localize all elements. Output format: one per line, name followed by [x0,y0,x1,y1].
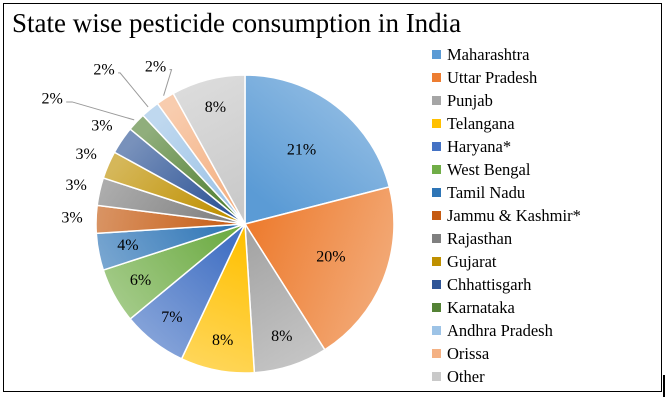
legend-item-rajasthan: Rajasthan [432,227,581,250]
leader-line-orissa [163,69,173,96]
legend-label: Orissa [447,343,490,363]
legend-swatch [432,211,441,220]
legend-label: West Bengal [447,159,531,179]
legend-swatch [432,119,441,128]
leader-line-karnataka [66,101,135,121]
slice-uttar-pradesh [243,186,395,351]
legend-item-west-bengal: West Bengal [432,158,581,181]
legend-label: Telangana [447,113,515,133]
legend-label: Chhattisgarh [447,274,532,294]
legend-swatch [432,326,441,335]
legend-item-orissa: Orissa [432,342,581,365]
data-label-rajasthan: 3% [66,177,87,194]
legend-swatch [432,73,441,82]
legend-swatch [432,234,441,243]
data-label-maharashtra: 21% [287,142,316,159]
data-label-haryana: 7% [161,309,182,326]
data-label-gujarat: 3% [76,146,97,163]
legend-label: Karnataka [447,297,515,317]
edge-mark [663,375,665,397]
data-label-punjab: 8% [271,328,292,345]
leader-line-andhra-pradesh [118,72,149,108]
legend-item-telangana: Telangana [432,112,581,135]
legend-item-karnataka: Karnataka [432,296,581,319]
data-label-orissa: 2% [145,58,166,75]
legend-swatch [432,50,441,59]
legend-label: Tamil Nadu [447,182,526,202]
legend-item-chhattisgarh: Chhattisgarh [432,273,581,296]
legend-label: Jammu & Kashmir* [447,205,581,225]
legend-swatch [432,188,441,197]
data-label-jammu-kashmir: 3% [61,209,82,226]
legend-label: Gujarat [447,251,497,271]
legend-item-gujarat: Gujarat [432,250,581,273]
chart-title: State wise pesticide consumption in Indi… [12,8,462,38]
legend-swatch [432,257,441,266]
legend-label: Maharashtra [447,44,530,64]
legend-label: Haryana* [447,136,512,156]
legend-item-jammu-kashmir: Jammu & Kashmir* [432,204,581,227]
data-label-karnataka: 2% [42,91,63,108]
legend-swatch [432,372,441,381]
legend-item-tamil-nadu: Tamil Nadu [432,181,581,204]
data-label-uttar-pradesh: 20% [316,249,345,266]
data-label-tamil-nadu: 4% [117,237,138,254]
legend-label: Punjab [447,90,493,110]
slice-other [172,74,246,225]
legend-swatch [432,165,441,174]
data-label-west-bengal: 6% [130,272,151,289]
data-label-chhattisgarh: 3% [91,117,112,134]
legend-label: Rajasthan [447,228,513,248]
legend-swatch [432,303,441,312]
slice-maharashtra [244,74,391,225]
data-label-telangana: 8% [212,332,233,349]
legend-label: Other [447,366,485,386]
legend-item-maharashtra: Maharashtra [432,43,581,66]
legend-label: Andhra Pradesh [447,320,553,340]
data-label-andhra-pradesh: 2% [93,62,114,79]
data-label-other: 8% [205,99,226,116]
legend-item-haryana: Haryana* [432,135,581,158]
legend-item-punjab: Punjab [432,89,581,112]
legend-item-uttar-pradesh: Uttar Pradesh [432,66,581,89]
legend-swatch [432,96,441,105]
legend-item-andhra-pradesh: Andhra Pradesh [432,319,581,342]
legend-swatch [432,280,441,289]
legend: Maharashtra Uttar Pradesh Punjab Telangana H… [432,43,581,388]
legend-swatch [432,349,441,358]
legend-item-other: Other [432,365,581,388]
legend-swatch [432,142,441,151]
legend-label: Uttar Pradesh [447,67,538,87]
